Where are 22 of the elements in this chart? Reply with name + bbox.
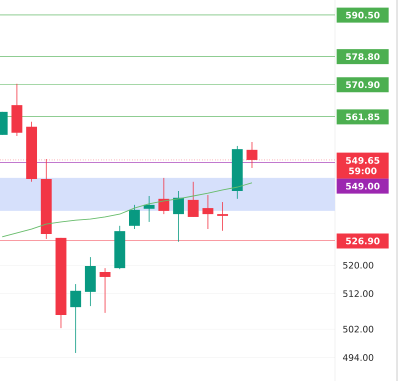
candlestick	[129, 204, 140, 230]
line-series	[2, 182, 252, 238]
y-tick-label: 520.00	[343, 262, 374, 269]
candlestick	[217, 202, 228, 232]
ref-line-label: 549.00	[346, 182, 380, 190]
candlestick	[144, 196, 155, 222]
ref-line-label: 570.90	[346, 81, 380, 88]
candlestick	[70, 284, 82, 354]
candlestick	[202, 194, 214, 230]
candlestick	[188, 181, 199, 218]
text: 59:00	[349, 167, 377, 174]
y-tick-label: 494.00	[342, 354, 374, 361]
ref-line-label: 561.85	[346, 113, 380, 120]
candlestick	[173, 190, 184, 242]
candlestick	[158, 177, 170, 215]
y-tick-label: 512.00	[343, 290, 374, 298]
ref-line-label: 526.90	[346, 238, 380, 244]
y-tick-label: 502.00	[343, 326, 374, 333]
ref-line-label: 578.80	[346, 53, 380, 60]
candlestick	[100, 268, 110, 314]
ref-line-label: 549.65	[346, 157, 380, 164]
ref-line-label: 590.50	[346, 12, 380, 18]
